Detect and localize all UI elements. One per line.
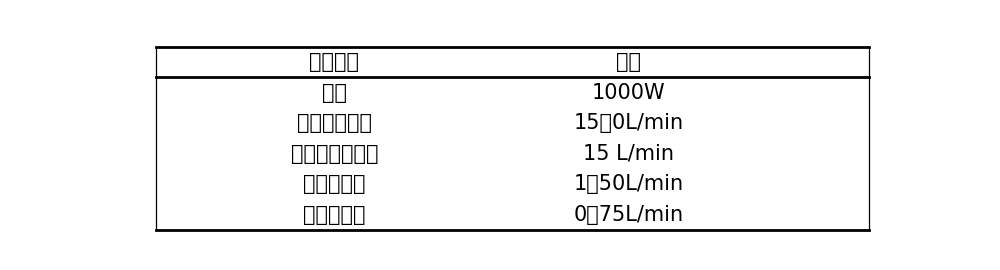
Text: 参数: 参数 bbox=[616, 52, 641, 72]
Text: 0．75L/min: 0．75L/min bbox=[574, 205, 684, 225]
Text: 参数名称: 参数名称 bbox=[309, 52, 359, 72]
Text: 辅助气流量: 辅助气流量 bbox=[303, 174, 366, 194]
Text: 1000W: 1000W bbox=[592, 83, 666, 103]
Text: 功率: 功率 bbox=[322, 83, 347, 103]
Text: 等离子体气流速: 等离子体气流速 bbox=[290, 144, 378, 164]
Text: 15．0L/min: 15．0L/min bbox=[574, 113, 684, 133]
Text: 等离子气流量: 等离子气流量 bbox=[297, 113, 372, 133]
Text: 雾化气流量: 雾化气流量 bbox=[303, 205, 366, 225]
Text: 1．50L/min: 1．50L/min bbox=[574, 174, 684, 194]
Text: 15 L/min: 15 L/min bbox=[583, 144, 674, 164]
